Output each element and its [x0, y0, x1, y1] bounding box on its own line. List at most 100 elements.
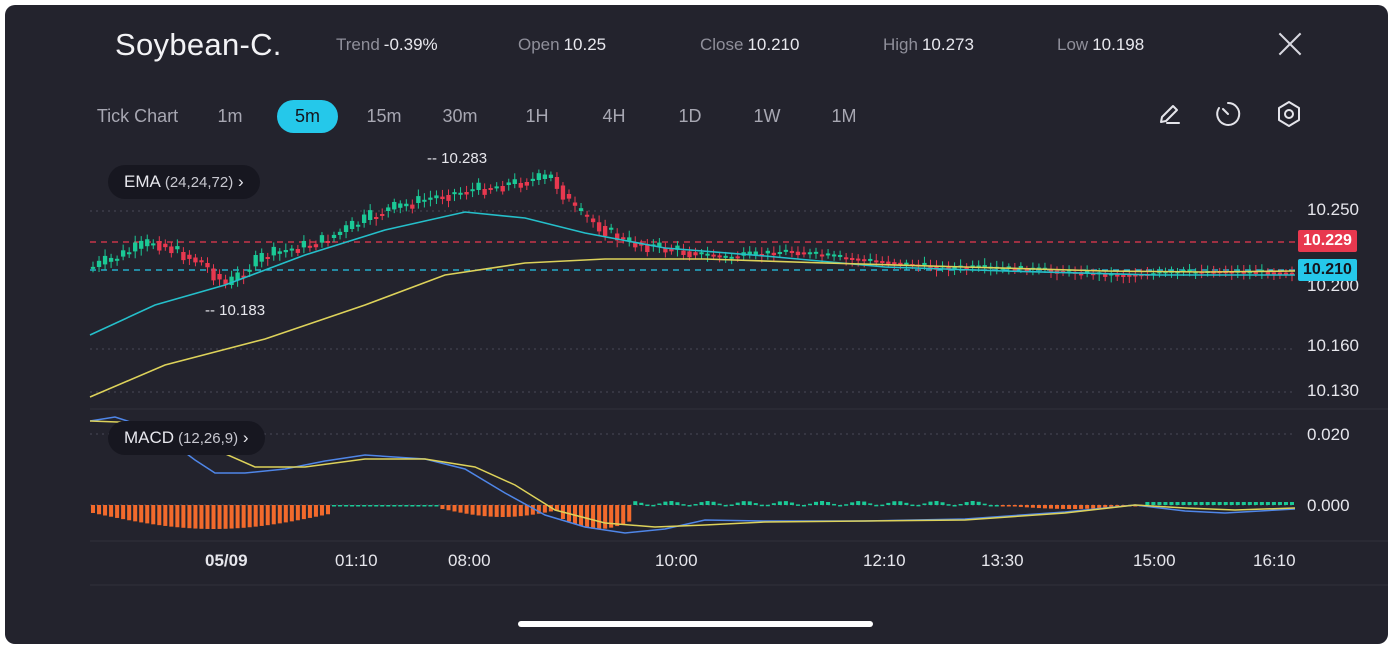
- macd-histogram-bar: [518, 505, 523, 517]
- tf-30m[interactable]: 30m: [442, 106, 478, 126]
- candle-body: [1271, 272, 1277, 275]
- candle-body: [657, 242, 662, 247]
- candle-body: [843, 257, 849, 260]
- time-axis-label: 05/09: [205, 551, 248, 570]
- macd-histogram-bar: [970, 501, 975, 505]
- macd-histogram-bar: [277, 505, 282, 524]
- candle-body: [283, 249, 288, 253]
- candle-body: [1241, 271, 1246, 274]
- candle-body: [922, 262, 927, 266]
- candle-body: [1283, 272, 1289, 275]
- candle-body: [578, 208, 584, 211]
- macd-histogram-bar: [313, 505, 318, 517]
- tf-1d[interactable]: 1D: [678, 106, 702, 126]
- candle-body: [349, 220, 355, 229]
- candle-body: [669, 249, 674, 252]
- macd-histogram-bar: [181, 505, 186, 528]
- macd-histogram-bar: [651, 504, 656, 507]
- candle-body: [482, 189, 487, 195]
- macd-histogram-bar: [723, 504, 728, 507]
- candle-body: [880, 261, 885, 263]
- macd-histogram-bar: [139, 505, 144, 523]
- candle-body: [259, 253, 264, 262]
- candle-body: [386, 207, 391, 211]
- macd-histogram-bar: [476, 505, 481, 516]
- candle-body: [108, 257, 114, 262]
- chart-screen: Soybean-C. Trend -0.39% Open 10.25 Close 10…: [5, 5, 1388, 644]
- macd-histogram-bar: [1012, 505, 1017, 507]
- candle-body: [440, 196, 445, 200]
- stat-value: 10.25: [563, 35, 607, 54]
- macd-indicator-button[interactable]: MACD (12,26,9) ›: [108, 421, 265, 455]
- macd-histogram-bar: [1079, 505, 1084, 509]
- candle-body: [789, 251, 795, 253]
- macd-histogram-bar: [675, 502, 680, 505]
- macd-histogram-bar: [753, 503, 758, 505]
- macd-histogram-bar: [940, 502, 945, 505]
- macd-histogram-bar: [1181, 502, 1186, 505]
- tf-5m[interactable]: 5m: [277, 100, 338, 133]
- candle-body: [277, 251, 282, 254]
- macd-histogram-bar: [458, 505, 463, 513]
- macd-histogram-bar: [892, 501, 897, 505]
- candle-body: [1018, 265, 1024, 269]
- macd-histogram-bar: [416, 505, 421, 507]
- candle-body: [331, 234, 337, 238]
- macd-histogram-bar: [362, 505, 367, 507]
- chevron-right-icon: ›: [238, 428, 249, 447]
- macd-histogram-bar: [699, 502, 704, 505]
- macd-histogram-bar: [874, 504, 879, 507]
- candle-body: [295, 249, 301, 253]
- candle-body: [874, 260, 879, 263]
- macd-histogram-bar: [771, 503, 776, 505]
- ema-indicator-button[interactable]: EMA (24,24,72) ›: [108, 165, 260, 199]
- price-chart[interactable]: [5, 5, 1388, 644]
- tf-tick-chart[interactable]: Tick Chart: [96, 106, 179, 126]
- candle-body: [476, 182, 481, 190]
- macd-histogram-bar: [1157, 502, 1162, 505]
- macd-histogram-bar: [765, 504, 770, 507]
- macd-histogram-bar: [151, 505, 156, 525]
- candle-body: [247, 269, 252, 272]
- macd-histogram-bar: [301, 505, 306, 520]
- candle-body: [693, 252, 698, 256]
- tf-4h[interactable]: 4H: [602, 106, 626, 126]
- macd-histogram-bar: [1000, 505, 1005, 507]
- stat-close: Close 10.210: [700, 35, 799, 55]
- candle-body: [1006, 266, 1011, 269]
- candle-body: [765, 250, 770, 254]
- macd-histogram-bar: [633, 501, 638, 505]
- home-indicator[interactable]: [518, 621, 873, 627]
- tf-15m[interactable]: 15m: [366, 106, 402, 126]
- candle-body: [145, 239, 150, 247]
- macd-histogram-bar: [982, 503, 987, 506]
- low-value: 10.183: [219, 302, 266, 319]
- macd-histogram-bar: [1223, 502, 1228, 505]
- timer-icon[interactable]: [1213, 99, 1243, 129]
- current-price-tag: 10.210: [1298, 259, 1357, 281]
- candle-body: [102, 255, 108, 265]
- macd-histogram-bar: [795, 504, 800, 506]
- candle-body: [645, 244, 650, 253]
- candle-body: [458, 192, 463, 195]
- macd-histogram-bar: [175, 505, 180, 528]
- tf-1m[interactable]: 1m: [217, 106, 243, 126]
- candle-body: [488, 188, 493, 190]
- settings-hexagon-icon[interactable]: [1274, 99, 1304, 129]
- pencil-icon[interactable]: [1154, 99, 1184, 129]
- candle-body: [289, 248, 295, 251]
- candle-body: [374, 217, 379, 219]
- candle-body: [729, 256, 734, 259]
- macd-histogram-bar: [741, 501, 746, 505]
- candle-body: [494, 186, 499, 189]
- candle-body: [139, 240, 144, 249]
- macd-histogram-bar: [1109, 505, 1114, 508]
- candle-body: [253, 255, 258, 267]
- candle-body: [1265, 272, 1271, 276]
- tf-1m-month[interactable]: 1M: [831, 106, 857, 126]
- tf-1w[interactable]: 1W: [753, 106, 781, 126]
- tf-1h[interactable]: 1H: [525, 106, 549, 126]
- candle-body: [181, 252, 186, 261]
- candle-body: [699, 252, 704, 255]
- candle-body: [1289, 272, 1295, 275]
